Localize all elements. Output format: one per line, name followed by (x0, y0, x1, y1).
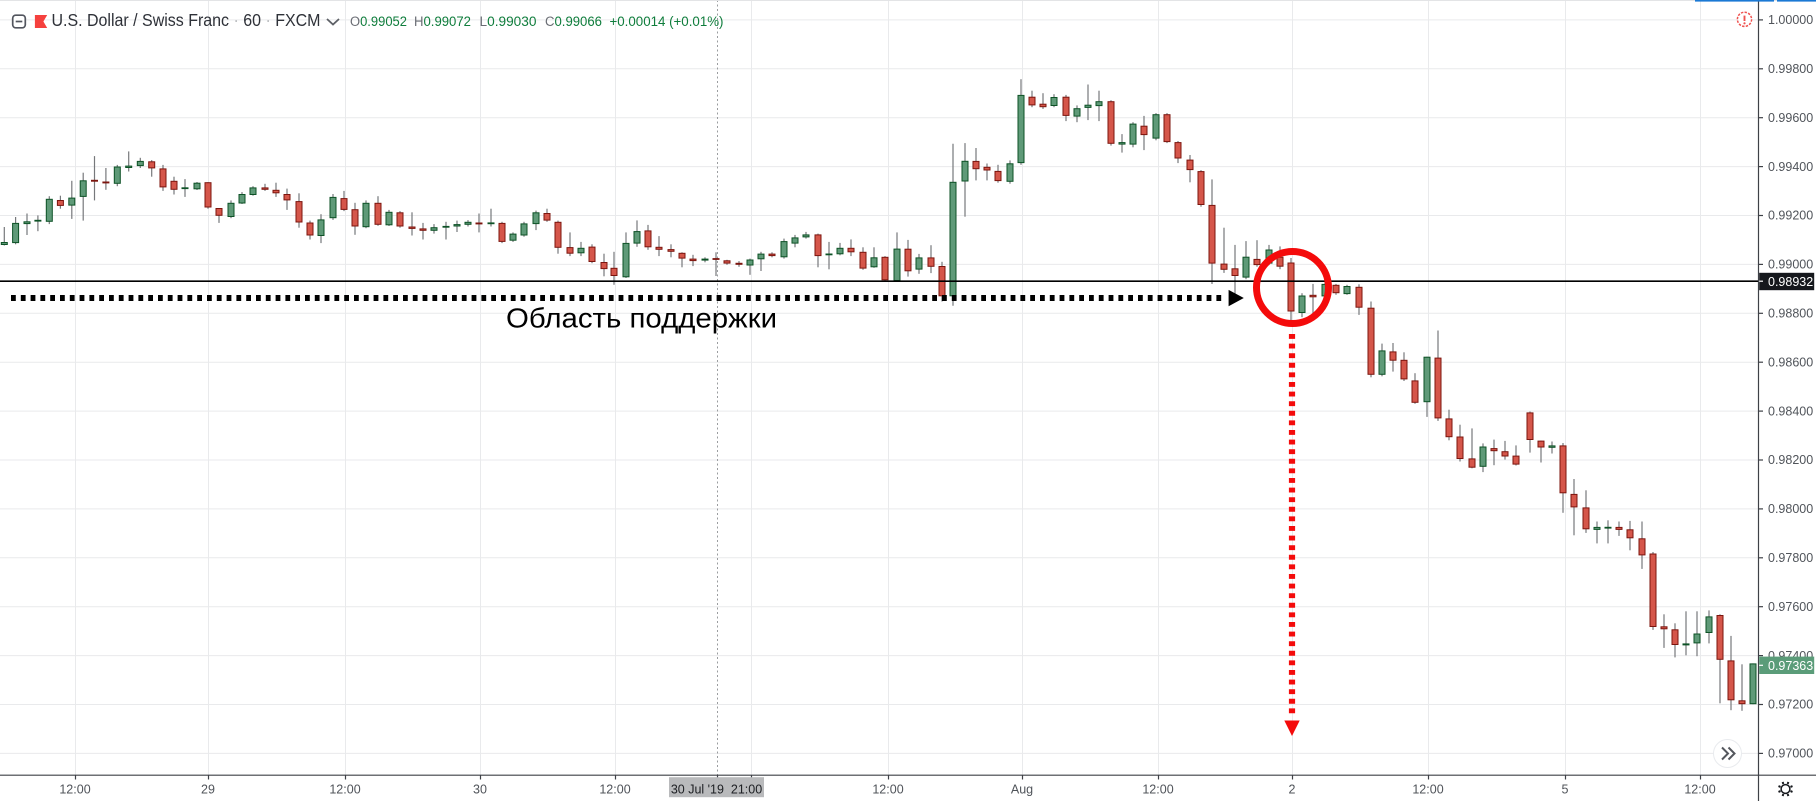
svg-text:H0.99072: H0.99072 (414, 14, 471, 29)
svg-text:O0.99052: O0.99052 (350, 14, 407, 29)
svg-text:12:00: 12:00 (1412, 783, 1443, 797)
svg-text:+0.00014 (+0.01%): +0.00014 (+0.01%) (610, 14, 724, 29)
svg-text:L0.99030: L0.99030 (480, 14, 537, 29)
svg-text:0.98000: 0.98000 (1768, 502, 1813, 516)
svg-text:0.98200: 0.98200 (1768, 453, 1813, 467)
svg-text:0.98800: 0.98800 (1768, 307, 1813, 321)
svg-text:C0.99066: C0.99066 (545, 14, 602, 29)
svg-text:0.99800: 0.99800 (1768, 62, 1813, 76)
svg-text:0.98400: 0.98400 (1768, 404, 1813, 418)
svg-text:1.00000: 1.00000 (1768, 13, 1813, 27)
svg-text:30 Jul '19 21:00: 30 Jul '19 21:00 (671, 783, 762, 797)
svg-text:0.97200: 0.97200 (1768, 698, 1813, 712)
svg-text:0.97000: 0.97000 (1768, 747, 1813, 761)
svg-text:U.S. Dollar / Swiss Franc · 60: U.S. Dollar / Swiss Franc · 60 · FXCM (52, 10, 321, 30)
svg-text:0.99000: 0.99000 (1768, 258, 1813, 272)
svg-text:12:00: 12:00 (59, 783, 90, 797)
svg-text:12:00: 12:00 (1684, 783, 1715, 797)
svg-text:0.97600: 0.97600 (1768, 600, 1813, 614)
svg-text:0.99600: 0.99600 (1768, 111, 1813, 125)
svg-text:Область поддержки: Область поддержки (506, 303, 777, 334)
svg-text:29: 29 (201, 783, 215, 797)
svg-text:0.97800: 0.97800 (1768, 551, 1813, 565)
svg-text:0.99400: 0.99400 (1768, 160, 1813, 174)
svg-text:12:00: 12:00 (872, 783, 903, 797)
svg-text:2: 2 (1289, 783, 1296, 797)
svg-text:30: 30 (473, 783, 487, 797)
svg-text:12:00: 12:00 (329, 783, 360, 797)
svg-text:12:00: 12:00 (1142, 783, 1173, 797)
svg-text:0.98932: 0.98932 (1768, 275, 1813, 289)
svg-text:Aug: Aug (1011, 783, 1033, 797)
svg-text:5: 5 (1562, 783, 1569, 797)
svg-text:0.97363: 0.97363 (1768, 659, 1813, 673)
svg-text:12:00: 12:00 (599, 783, 630, 797)
svg-text:0.98600: 0.98600 (1768, 355, 1813, 369)
svg-text:0.99200: 0.99200 (1768, 209, 1813, 223)
